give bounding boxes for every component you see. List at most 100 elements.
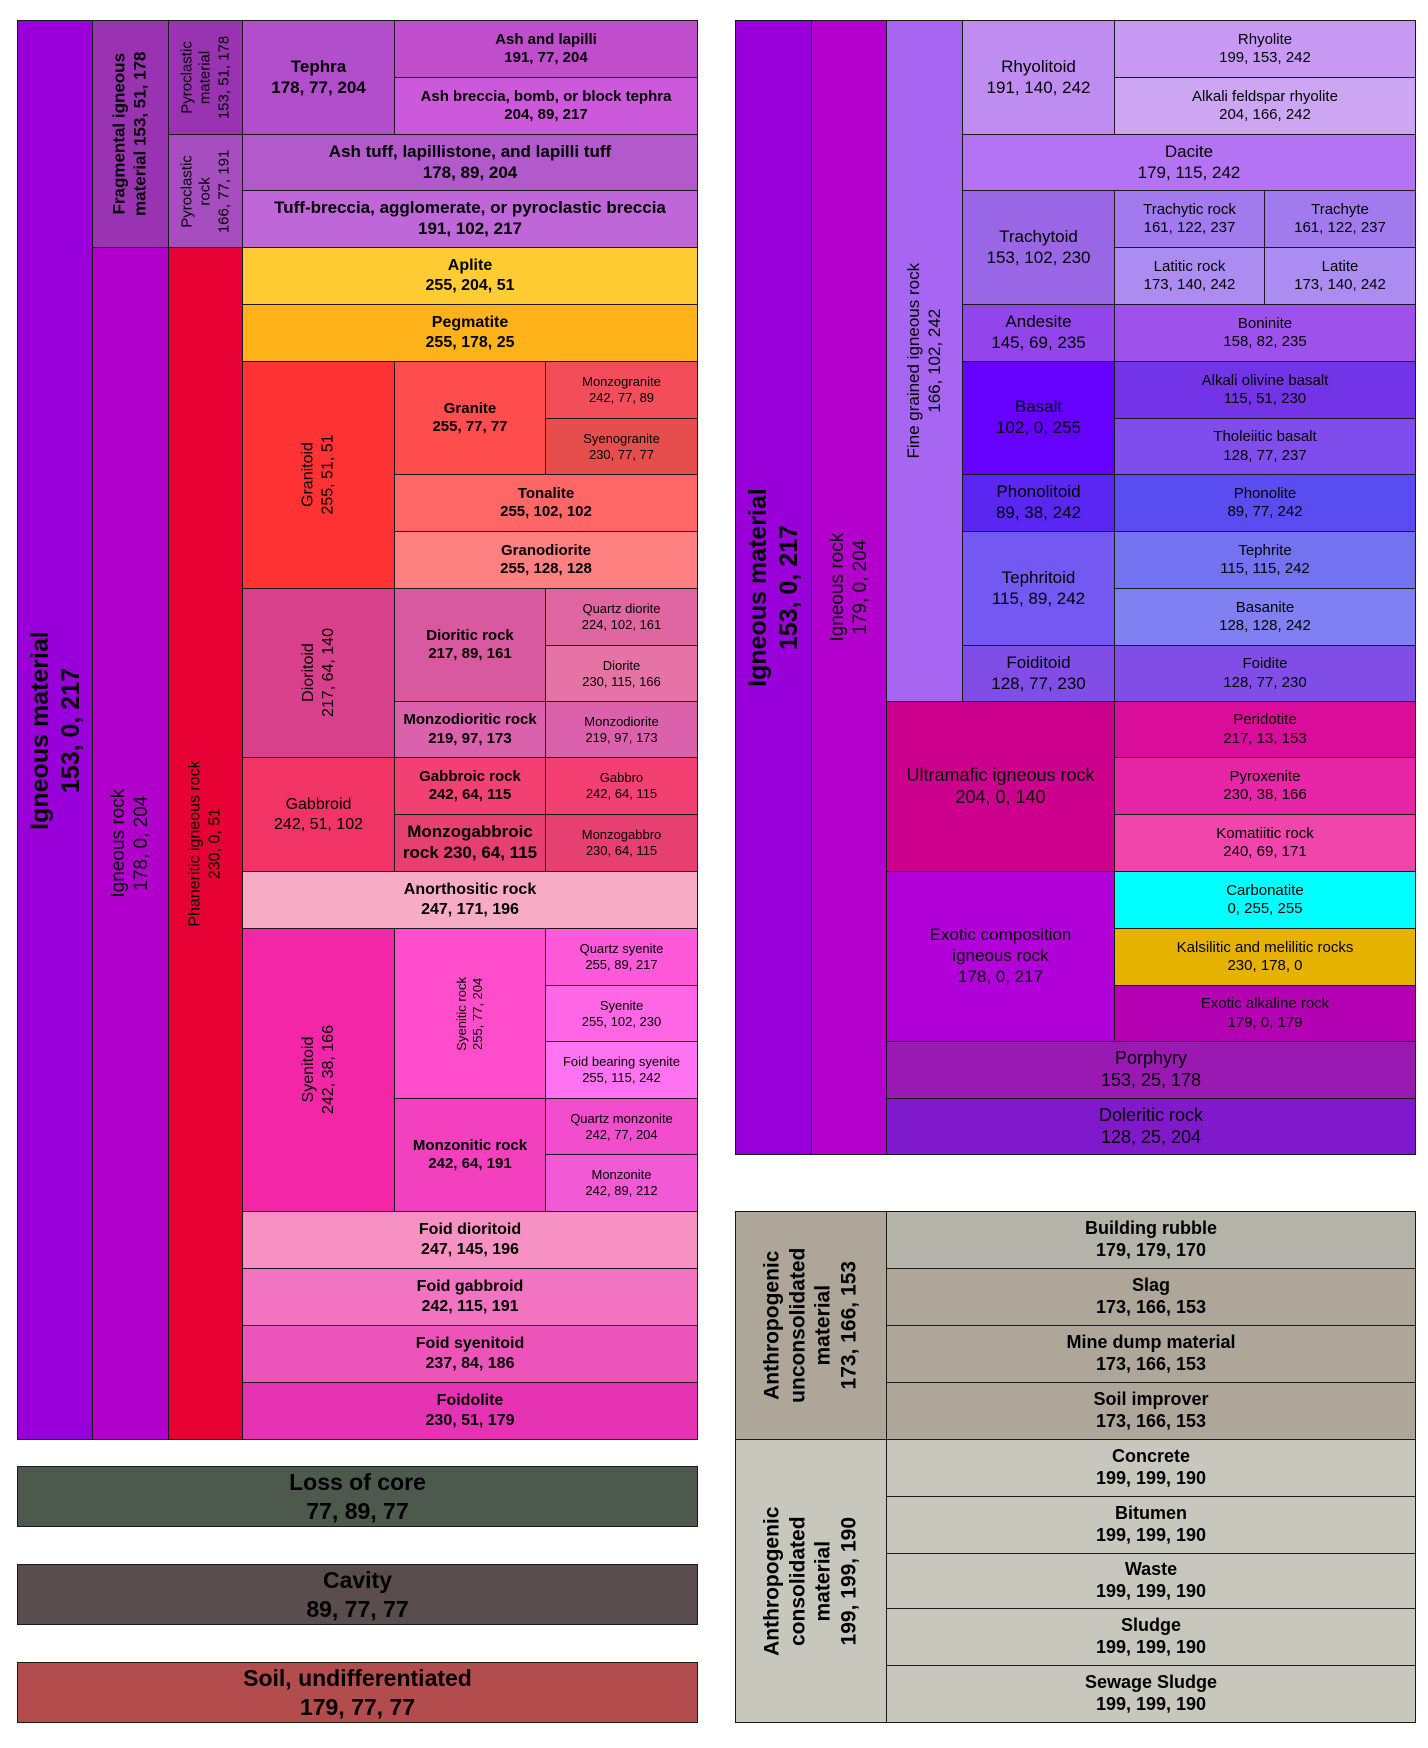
monzonitic-rock-cell: Monzonitic rock 242, 64, 191 — [394, 1098, 546, 1212]
tephra-cell: Tephra 178, 77, 204 — [242, 20, 395, 135]
quartz-diorite-cell: Quartz diorite 224, 102, 161 — [545, 588, 698, 646]
alkali-feldspar-rhyolite-cell: Alkali feldspar rhyolite 204, 166, 242 — [1114, 77, 1416, 135]
granite-label: Granite 255, 77, 77 — [432, 399, 508, 435]
foiditoid-label: Foiditoid 128, 77, 230 — [991, 652, 1086, 693]
tuff-breccia-cell: Tuff-breccia, agglomerate, or pyroclasti… — [242, 190, 698, 248]
building-rubble-cell: Building rubble 179, 179, 170 — [886, 1211, 1416, 1269]
rhyolitoid-cell: Rhyolitoid 191, 140, 242 — [962, 20, 1115, 135]
monzodioritic-rock-label: Monzodioritic rock 219, 97, 173 — [403, 711, 537, 747]
peridotite-cell: Peridotite 217, 13, 153 — [1114, 701, 1416, 758]
anthropogenic-unconsolidated-material-cell: Anthropogenic unconsolidated material 17… — [735, 1211, 887, 1440]
mine-dump-material-cell: Mine dump material 173, 166, 153 — [886, 1325, 1416, 1383]
syenitoid-label: Syenitoid 242, 38, 166 — [299, 1025, 337, 1115]
latitic-rock-label: Latitic rock 173, 140, 242 — [1143, 257, 1236, 293]
loss-of-core-label: Loss of core 77, 89, 77 — [289, 1469, 426, 1524]
bitumen-label: Bitumen 199, 199, 190 — [1095, 1503, 1207, 1545]
foid-bearing-syenite-cell: Foid bearing syenite 255, 115, 242 — [545, 1041, 698, 1099]
tuff-breccia-label: Tuff-breccia, agglomerate, or pyroclasti… — [274, 198, 666, 238]
exotic-composition-igneous-rock-label: Exotic composition igneous rock 178, 0, … — [929, 925, 1072, 986]
mine-dump-material-label: Mine dump material 173, 166, 153 — [1066, 1332, 1236, 1374]
igneous-rock-right-label: Igneous rock 179, 0, 204 — [826, 533, 872, 642]
pyroclastic-material-cell: Pyroclastic material 153, 51, 178 — [168, 20, 243, 135]
tholeiitic-basalt-cell: Tholeiitic basalt 128, 77, 237 — [1114, 418, 1416, 475]
boninite-label: Boninite 158, 82, 235 — [1223, 314, 1307, 350]
diorite-label: Diorite 230, 115, 166 — [582, 657, 661, 689]
tonalite-cell: Tonalite 255, 102, 102 — [394, 474, 698, 532]
concrete-cell: Concrete 199, 199, 190 — [886, 1439, 1416, 1497]
aplite-label: Aplite 255, 204, 51 — [425, 257, 515, 294]
latite-cell: Latite 173, 140, 242 — [1264, 247, 1416, 305]
cavity-label: Cavity 89, 77, 77 — [306, 1567, 409, 1622]
trachytoid-cell: Trachytoid 153, 102, 230 — [962, 190, 1115, 305]
foid-gabbroid-label: Foid gabbroid 242, 115, 191 — [416, 1278, 524, 1315]
monzonitic-rock-label: Monzonitic rock 242, 64, 191 — [412, 1136, 528, 1172]
tephrite-label: Tephrite 115, 115, 242 — [1220, 541, 1310, 577]
waste-label: Waste 199, 199, 190 — [1095, 1559, 1207, 1601]
alkali-olivine-basalt-label: Alkali olivine basalt 115, 51, 230 — [1201, 371, 1329, 407]
igneous-material-right-label: Igneous material 153, 0, 217 — [744, 488, 803, 687]
pyroclastic-material-label: Pyroclastic material 153, 51, 178 — [178, 35, 232, 120]
quartz-diorite-label: Quartz diorite 224, 102, 161 — [581, 601, 662, 632]
building-rubble-label: Building rubble 179, 179, 170 — [1085, 1218, 1217, 1260]
gabbroid-label: Gabbroid 242, 51, 102 — [274, 795, 363, 833]
gabbroid-cell: Gabbroid 242, 51, 102 — [242, 757, 395, 872]
dacite-cell: Dacite 179, 115, 242 — [962, 134, 1416, 191]
basanite-label: Basanite 128, 128, 242 — [1219, 598, 1311, 634]
fine-grained-igneous-rock-cell: Fine grained igneous rock 166, 102, 242 — [886, 20, 963, 702]
alkali-feldspar-rhyolite-label: Alkali feldspar rhyolite 204, 166, 242 — [1192, 87, 1338, 123]
granitoid-label: Granitoid 255, 51, 51 — [299, 434, 337, 516]
anorthositic-rock-label: Anorthositic rock 247, 171, 196 — [403, 881, 537, 918]
monzodiorite-label: Monzodiorite 219, 97, 173 — [584, 713, 659, 745]
soil-undifferentiated-cell: Soil, undifferentiated 179, 77, 77 — [17, 1662, 698, 1723]
syenite-cell: Syenite 255, 102, 230 — [545, 985, 698, 1042]
soil-improver-cell: Soil improver 173, 166, 153 — [886, 1382, 1416, 1440]
latitic-rock-cell: Latitic rock 173, 140, 242 — [1114, 247, 1265, 305]
tephrite-cell: Tephrite 115, 115, 242 — [1114, 531, 1416, 589]
monzogabbroic-rock-cell: Monzogabbroic rock 230, 64, 115 — [394, 814, 546, 872]
syenitoid-cell: Syenitoid 242, 38, 166 — [242, 928, 395, 1212]
tephritoid-label: Tephritoid 115, 89, 242 — [991, 567, 1086, 608]
basalt-label: Basalt 102, 0, 255 — [995, 397, 1082, 437]
waste-cell: Waste 199, 199, 190 — [886, 1553, 1416, 1609]
monzodioritic-rock-cell: Monzodioritic rock 219, 97, 173 — [394, 701, 546, 758]
anthropogenic-consolidated-material-cell: Anthropogenic consolidated material 199,… — [735, 1439, 887, 1723]
fine-grained-igneous-rock-label: Fine grained igneous rock 166, 102, 242 — [903, 263, 944, 459]
soil-undifferentiated-label: Soil, undifferentiated 179, 77, 77 — [243, 1665, 472, 1720]
andesite-cell: Andesite 145, 69, 235 — [962, 304, 1115, 362]
gabbro-label: Gabbro 242, 64, 115 — [585, 770, 658, 801]
rhyolitoid-label: Rhyolitoid 191, 140, 242 — [986, 56, 1091, 97]
ash-and-lapilli-cell: Ash and lapilli 191, 77, 204 — [394, 20, 698, 78]
monzogabbro-label: Monzogabbro 230, 64, 115 — [581, 827, 662, 858]
sewage-sludge-label: Sewage Sludge 199, 199, 190 — [1084, 1672, 1218, 1714]
foidite-label: Foidite 128, 77, 230 — [1223, 655, 1307, 691]
carbonatite-cell: Carbonatite 0, 255, 255 — [1114, 871, 1416, 929]
diorite-cell: Diorite 230, 115, 166 — [545, 645, 698, 702]
pegmatite-cell: Pegmatite 255, 178, 25 — [242, 304, 698, 362]
foidolite-cell: Foidolite 230, 51, 179 — [242, 1382, 698, 1440]
rhyolite-label: Rhyolite 199, 153, 242 — [1219, 30, 1311, 66]
dacite-label: Dacite 179, 115, 242 — [1137, 141, 1241, 182]
foid-syenitoid-label: Foid syenitoid 237, 84, 186 — [415, 1335, 525, 1372]
phonolitoid-cell: Phonolitoid 89, 38, 242 — [962, 474, 1115, 532]
kalsilitic-melilitic-rocks-label: Kalsilitic and melilitic rocks 230, 178,… — [1176, 938, 1354, 974]
foid-dioritoid-cell: Foid dioritoid 247, 145, 196 — [242, 1211, 698, 1269]
exotic-alkaline-rock-cell: Exotic alkaline rock 179, 0, 179 — [1114, 985, 1416, 1042]
monzogranite-cell: Monzogranite 242, 77, 89 — [545, 361, 698, 419]
tephritoid-cell: Tephritoid 115, 89, 242 — [962, 531, 1115, 646]
monzogranite-label: Monzogranite 242, 77, 89 — [582, 374, 661, 405]
peridotite-label: Peridotite 217, 13, 153 — [1223, 711, 1307, 747]
ash-breccia-label: Ash breccia, bomb, or block tephra 204, … — [420, 87, 672, 123]
loss-of-core-cell: Loss of core 77, 89, 77 — [17, 1466, 698, 1527]
monzogabbro-cell: Monzogabbro 230, 64, 115 — [545, 814, 698, 872]
granitoid-cell: Granitoid 255, 51, 51 — [242, 361, 395, 589]
tholeiitic-basalt-label: Tholeiitic basalt 128, 77, 237 — [1213, 428, 1317, 464]
phonolitoid-label: Phonolitoid 89, 38, 242 — [995, 482, 1082, 522]
quartz-syenite-cell: Quartz syenite 255, 89, 217 — [545, 928, 698, 986]
fragmental-igneous-material-label: Fragmental igneous material 153, 51, 178 — [109, 51, 150, 217]
dioritic-rock-label: Dioritic rock 217, 89, 161 — [426, 626, 514, 662]
komatiitic-rock-label: Komatiitic rock 240, 69, 171 — [1216, 824, 1314, 860]
carbonatite-label: Carbonatite 0, 255, 255 — [1226, 881, 1304, 917]
boninite-cell: Boninite 158, 82, 235 — [1114, 304, 1416, 362]
pyroxenite-cell: Pyroxenite 230, 38, 166 — [1114, 757, 1416, 815]
phaneritic-igneous-rock-label: Phaneritic igneous rock 230, 0, 51 — [186, 760, 224, 927]
